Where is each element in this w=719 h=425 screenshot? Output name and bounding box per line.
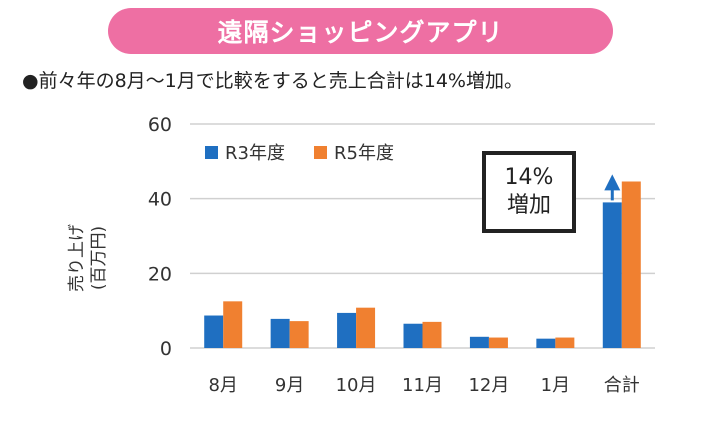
x-tick-label: 合計 (604, 375, 640, 396)
legend-label-r3: R3年度 (225, 143, 285, 164)
bar-r5 (621, 181, 641, 348)
y-axis-label: 売り上げ (百万円) (67, 224, 109, 292)
x-tick-label: 8月 (208, 375, 237, 396)
y-tick-label: 0 (160, 338, 172, 360)
title-banner: 遠隔ショッピングアプリ (108, 8, 613, 54)
y-tick-label: 20 (148, 263, 172, 285)
bar-r5 (356, 307, 376, 348)
bar-r3 (602, 202, 622, 348)
bar-r5 (422, 321, 442, 348)
bar-r3 (270, 318, 290, 348)
bar-r5 (555, 337, 575, 348)
legend-label-r5: R5年度 (334, 143, 394, 164)
legend-swatch-r3 (205, 146, 218, 159)
bar-r5 (289, 321, 309, 348)
y-tick-label: 40 (148, 189, 172, 211)
bar-r3 (337, 312, 357, 348)
bar-r5 (488, 337, 508, 348)
increase-arrow-head (604, 174, 621, 191)
x-tick-label: 12月 (468, 375, 509, 396)
x-tick-label: 1月 (541, 375, 570, 396)
chart-subtitle: ●前々年の8月～1月で比較をすると売上合計は14%増加。 (22, 70, 523, 92)
callout-percent: 14% (504, 165, 554, 190)
bar-r5 (223, 301, 243, 348)
banner-title: 遠隔ショッピングアプリ (217, 18, 504, 47)
bar-r3 (403, 323, 423, 348)
x-tick-label: 10月 (336, 375, 377, 396)
callout-label: 増加 (506, 193, 551, 218)
bar-r3 (469, 336, 489, 348)
bar-r3 (204, 315, 224, 348)
increase-callout: 14% 増加 (482, 151, 576, 233)
x-tick-label: 9月 (275, 375, 304, 396)
y-tick-label: 60 (148, 114, 172, 136)
x-tick-label: 11月 (402, 375, 443, 396)
legend-swatch-r5 (314, 146, 327, 159)
bar-r3 (536, 338, 556, 348)
